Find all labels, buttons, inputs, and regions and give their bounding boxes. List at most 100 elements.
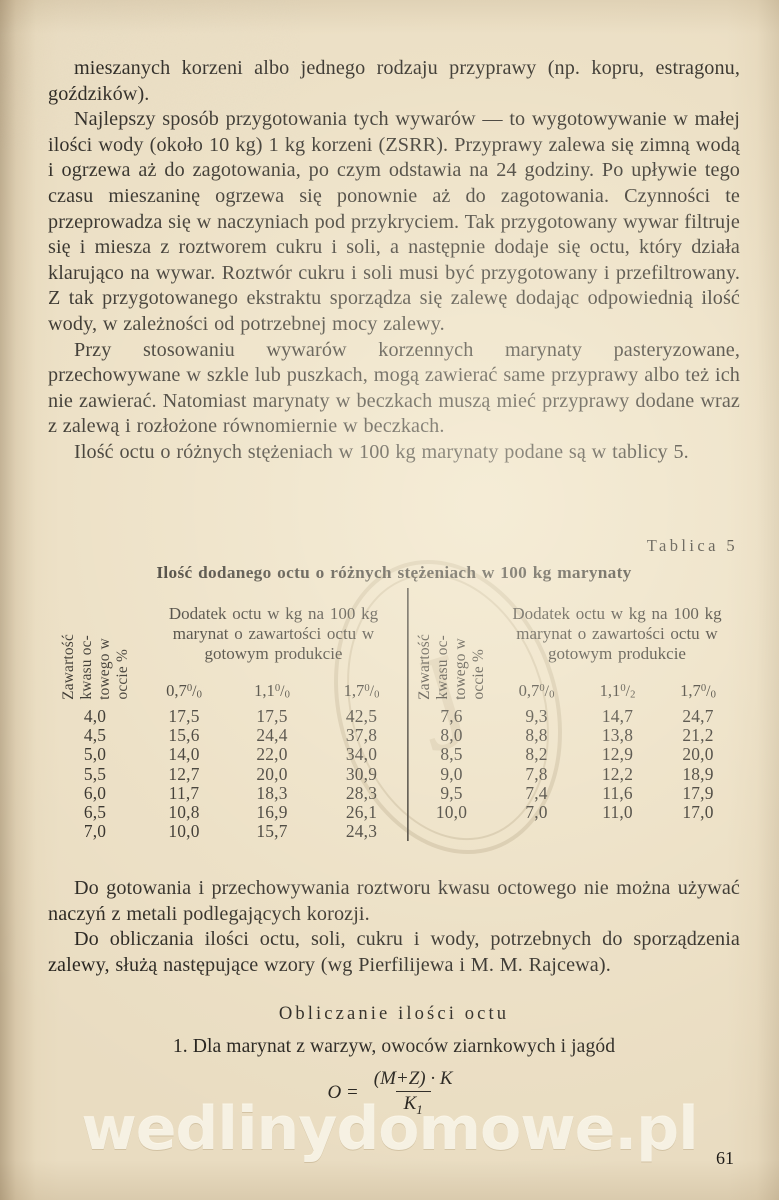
paragraph: mieszanych korzeni albo jednego rodzaju … — [48, 57, 740, 105]
cell-value: 8,2 — [525, 744, 548, 765]
rotated-line: kwasu oc- — [77, 635, 95, 700]
table-row: 5,0 14,0 22,0 34,0 8,5 8,2 12,9 20,0 — [50, 745, 738, 764]
rotated-line: towego w — [95, 638, 113, 700]
cell-concentration: 7,0 — [83, 821, 107, 842]
cell-value: 17,9 — [682, 782, 714, 803]
rotated-line: occie % — [113, 649, 131, 700]
table-row: 5,5 12,7 20,0 30,9 9,0 7,8 12,2 18,9 — [50, 763, 738, 784]
cell-value: 14,0 — [168, 744, 200, 765]
cell-value: 7,4 — [525, 782, 548, 803]
subheader-cell: 1,10/0 — [254, 681, 290, 701]
cell-value — [496, 822, 577, 841]
cell-value: 20,0 — [682, 744, 714, 765]
body-text-top: mieszanych korzeni albo jednego rodzaju … — [48, 56, 740, 466]
formula-numerator: (M+Z) · K — [373, 1068, 453, 1089]
cell-concentration: 4,0 — [83, 706, 107, 726]
cell-value: 15,6 — [168, 725, 200, 746]
cell-value: 14,7 — [601, 706, 634, 726]
cell-value: 17,5 — [168, 706, 200, 726]
cell-value: 17,5 — [256, 706, 288, 726]
cell-value: 11,0 — [602, 802, 633, 823]
page-number: 61 — [716, 1148, 734, 1168]
table-subheader-row: 0,70/0 1,10/0 1,70/0 0,70/0 1,10/2 — [50, 680, 738, 702]
cell-value: 15,7 — [256, 821, 288, 842]
cell-value: 8,8 — [525, 725, 548, 746]
cell-concentration: 6,5 — [83, 802, 107, 823]
cell-value: 22,0 — [256, 744, 288, 765]
cell-value: 11,6 — [602, 782, 633, 803]
table-row: 6,5 10,8 16,9 26,1 10,0 7,0 11,0 17,0 — [50, 802, 738, 823]
numbered-item: 1. Dla marynat z warzyw, owoców ziarnkow… — [172, 1036, 616, 1057]
rotated-line: Zawartość — [59, 634, 77, 700]
table-row: 7,0 10,0 15,7 24,3 — [50, 822, 738, 841]
rotated-header-left: Zawartość kwasu oc- towego w occie % — [50, 588, 140, 702]
cell-concentration: 8,5 — [407, 745, 496, 764]
section-heading: Obliczanie ilości octu — [278, 1003, 510, 1024]
table-header-row: Zawartość kwasu oc- towego w occie % Dod… — [50, 588, 738, 700]
rotated-line: occie % — [470, 649, 487, 700]
cell-concentration: 6,0 — [83, 782, 107, 803]
cell-value: 26,1 — [345, 802, 378, 823]
cell-concentration — [407, 822, 496, 841]
cell-value: 24,4 — [256, 725, 288, 746]
subheader-cell: 1,10/2 — [599, 681, 636, 701]
table-number-label: Tablica 5 — [646, 536, 738, 555]
paragraph: Przy stosowaniu wywarów korzennych maryn… — [48, 338, 740, 438]
cell-value: 24,3 — [345, 821, 378, 842]
cell-value: 34,0 — [345, 744, 378, 765]
cell-value — [658, 822, 738, 841]
group-header-right: Dodatek octu w kg na 100 kg marynat o za… — [512, 603, 722, 664]
cell-concentration: 8,0 — [407, 726, 496, 745]
cell-value: 28,3 — [345, 782, 378, 803]
formula-block: O = (M+Z) · K K1 — [48, 1068, 740, 1118]
formula-denominator: K1 — [395, 1091, 431, 1118]
cell-value: 12,9 — [601, 744, 634, 765]
cell-concentration: 4,5 — [83, 725, 107, 746]
cell-concentration: 10,0 — [407, 802, 496, 822]
cell-value: 18,3 — [256, 782, 288, 803]
table-row: 4,0 17,5 17,5 42,5 7,6 9,3 14,7 24,7 — [50, 706, 738, 726]
table-caption: Ilość dodanego octu o różnych stężeniach… — [156, 563, 632, 582]
cell-value: 7,0 — [525, 802, 548, 823]
cell-value: 30,9 — [345, 763, 378, 784]
subheader-cell: 1,70/0 — [680, 681, 716, 701]
cell-concentration: 7,6 — [407, 706, 496, 726]
cell-value: 18,9 — [682, 763, 714, 784]
formula-fraction: (M+Z) · K K1 — [366, 1068, 461, 1118]
cell-value: 13,8 — [601, 725, 634, 746]
cell-value: 16,9 — [256, 802, 288, 823]
cell-value: 12,2 — [601, 763, 634, 784]
rotated-line: towego w — [452, 638, 469, 700]
cell-value: 9,3 — [525, 706, 548, 726]
cell-value: 10,0 — [168, 821, 200, 842]
subheader-cell: 0,70/0 — [166, 681, 202, 701]
cell-value: 11,7 — [168, 782, 200, 803]
paragraph: Do obliczania ilości octu, soli, cukru i… — [48, 928, 740, 976]
paragraph: Ilość octu o różnych stężeniach w 100 kg… — [74, 440, 689, 463]
vinegar-amount-table: Zawartość kwasu oc- towego w occie % Dod… — [50, 588, 738, 841]
cell-value: 10,8 — [168, 802, 200, 823]
subheader-cell: 1,70/0 — [343, 681, 380, 701]
body-text-bottom: Do gotowania i przechowywania roztworu k… — [48, 876, 740, 978]
cell-concentration: 5,5 — [83, 763, 107, 784]
cell-value: 24,7 — [682, 706, 714, 726]
cell-value: 7,8 — [525, 763, 548, 784]
cell-value: 20,0 — [256, 763, 288, 784]
cell-value — [577, 822, 658, 841]
cell-value: 42,5 — [345, 706, 378, 726]
cell-value: 37,8 — [345, 725, 378, 746]
paragraph: Do gotowania i przechowywania roztworu k… — [48, 877, 740, 925]
paragraph: Najlepszy sposób przygotowania tych wywa… — [48, 108, 740, 335]
rotated-line: kwasu oc- — [434, 635, 451, 700]
table-row: 4,5 15,6 24,4 37,8 8,0 8,8 13,8 21,2 — [50, 726, 738, 745]
rotated-header-right: Zawartość kwasu oc- towego w occie % — [407, 588, 496, 702]
rotated-line: Zawartość — [416, 634, 433, 700]
cell-concentration: 9,5 — [407, 783, 496, 803]
group-header-left: Dodatek octu w kg na 100 kg marynat o za… — [168, 603, 379, 664]
cell-concentration: 5,0 — [83, 744, 107, 765]
cell-value: 21,2 — [682, 725, 714, 746]
cell-value: 12,7 — [168, 763, 200, 784]
table-row: 6,0 11,7 18,3 28,3 9,5 7,4 11,6 17,9 — [50, 782, 738, 803]
cell-concentration: 9,0 — [407, 764, 496, 784]
